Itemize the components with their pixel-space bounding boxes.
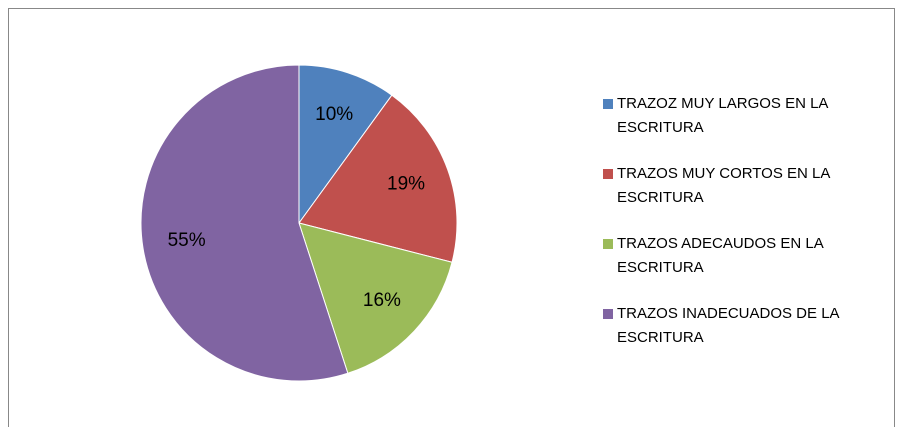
legend-swatch — [603, 239, 613, 249]
legend-swatch — [603, 99, 613, 109]
chart-border — [8, 8, 895, 427]
legend-label: TRAZOZ MUY LARGOS EN LA ESCRITURA — [617, 95, 828, 136]
legend-item: TRAZOS ADECAUDOS EN LA ESCRITURA — [603, 232, 893, 302]
legend-label: TRAZOS ADECAUDOS EN LA ESCRITURA — [617, 235, 823, 276]
legend-item: TRAZOS MUY CORTOS EN LA ESCRITURA — [603, 162, 893, 232]
slice-label: 10% — [315, 104, 353, 125]
legend-label: TRAZOS MUY CORTOS EN LA ESCRITURA — [617, 165, 830, 206]
legend-item: TRAZOZ MUY LARGOS EN LA ESCRITURA — [603, 92, 893, 162]
pie-slice — [140, 64, 349, 382]
pie-slice — [298, 64, 393, 225]
legend: TRAZOZ MUY LARGOS EN LA ESCRITURA TRAZOS … — [603, 92, 893, 372]
slice-label: 16% — [363, 290, 401, 311]
legend-swatch — [603, 309, 613, 319]
legend-label: TRAZOS INADECUADOS DE LA ESCRITURA — [617, 305, 839, 346]
slice-label: 55% — [168, 230, 206, 251]
pie-slice — [298, 222, 453, 374]
slice-label: 19% — [387, 173, 425, 194]
pie-slice — [298, 94, 458, 263]
legend-swatch — [603, 169, 613, 179]
legend-item: TRAZOS INADECUADOS DE LA ESCRITURA — [603, 302, 893, 372]
